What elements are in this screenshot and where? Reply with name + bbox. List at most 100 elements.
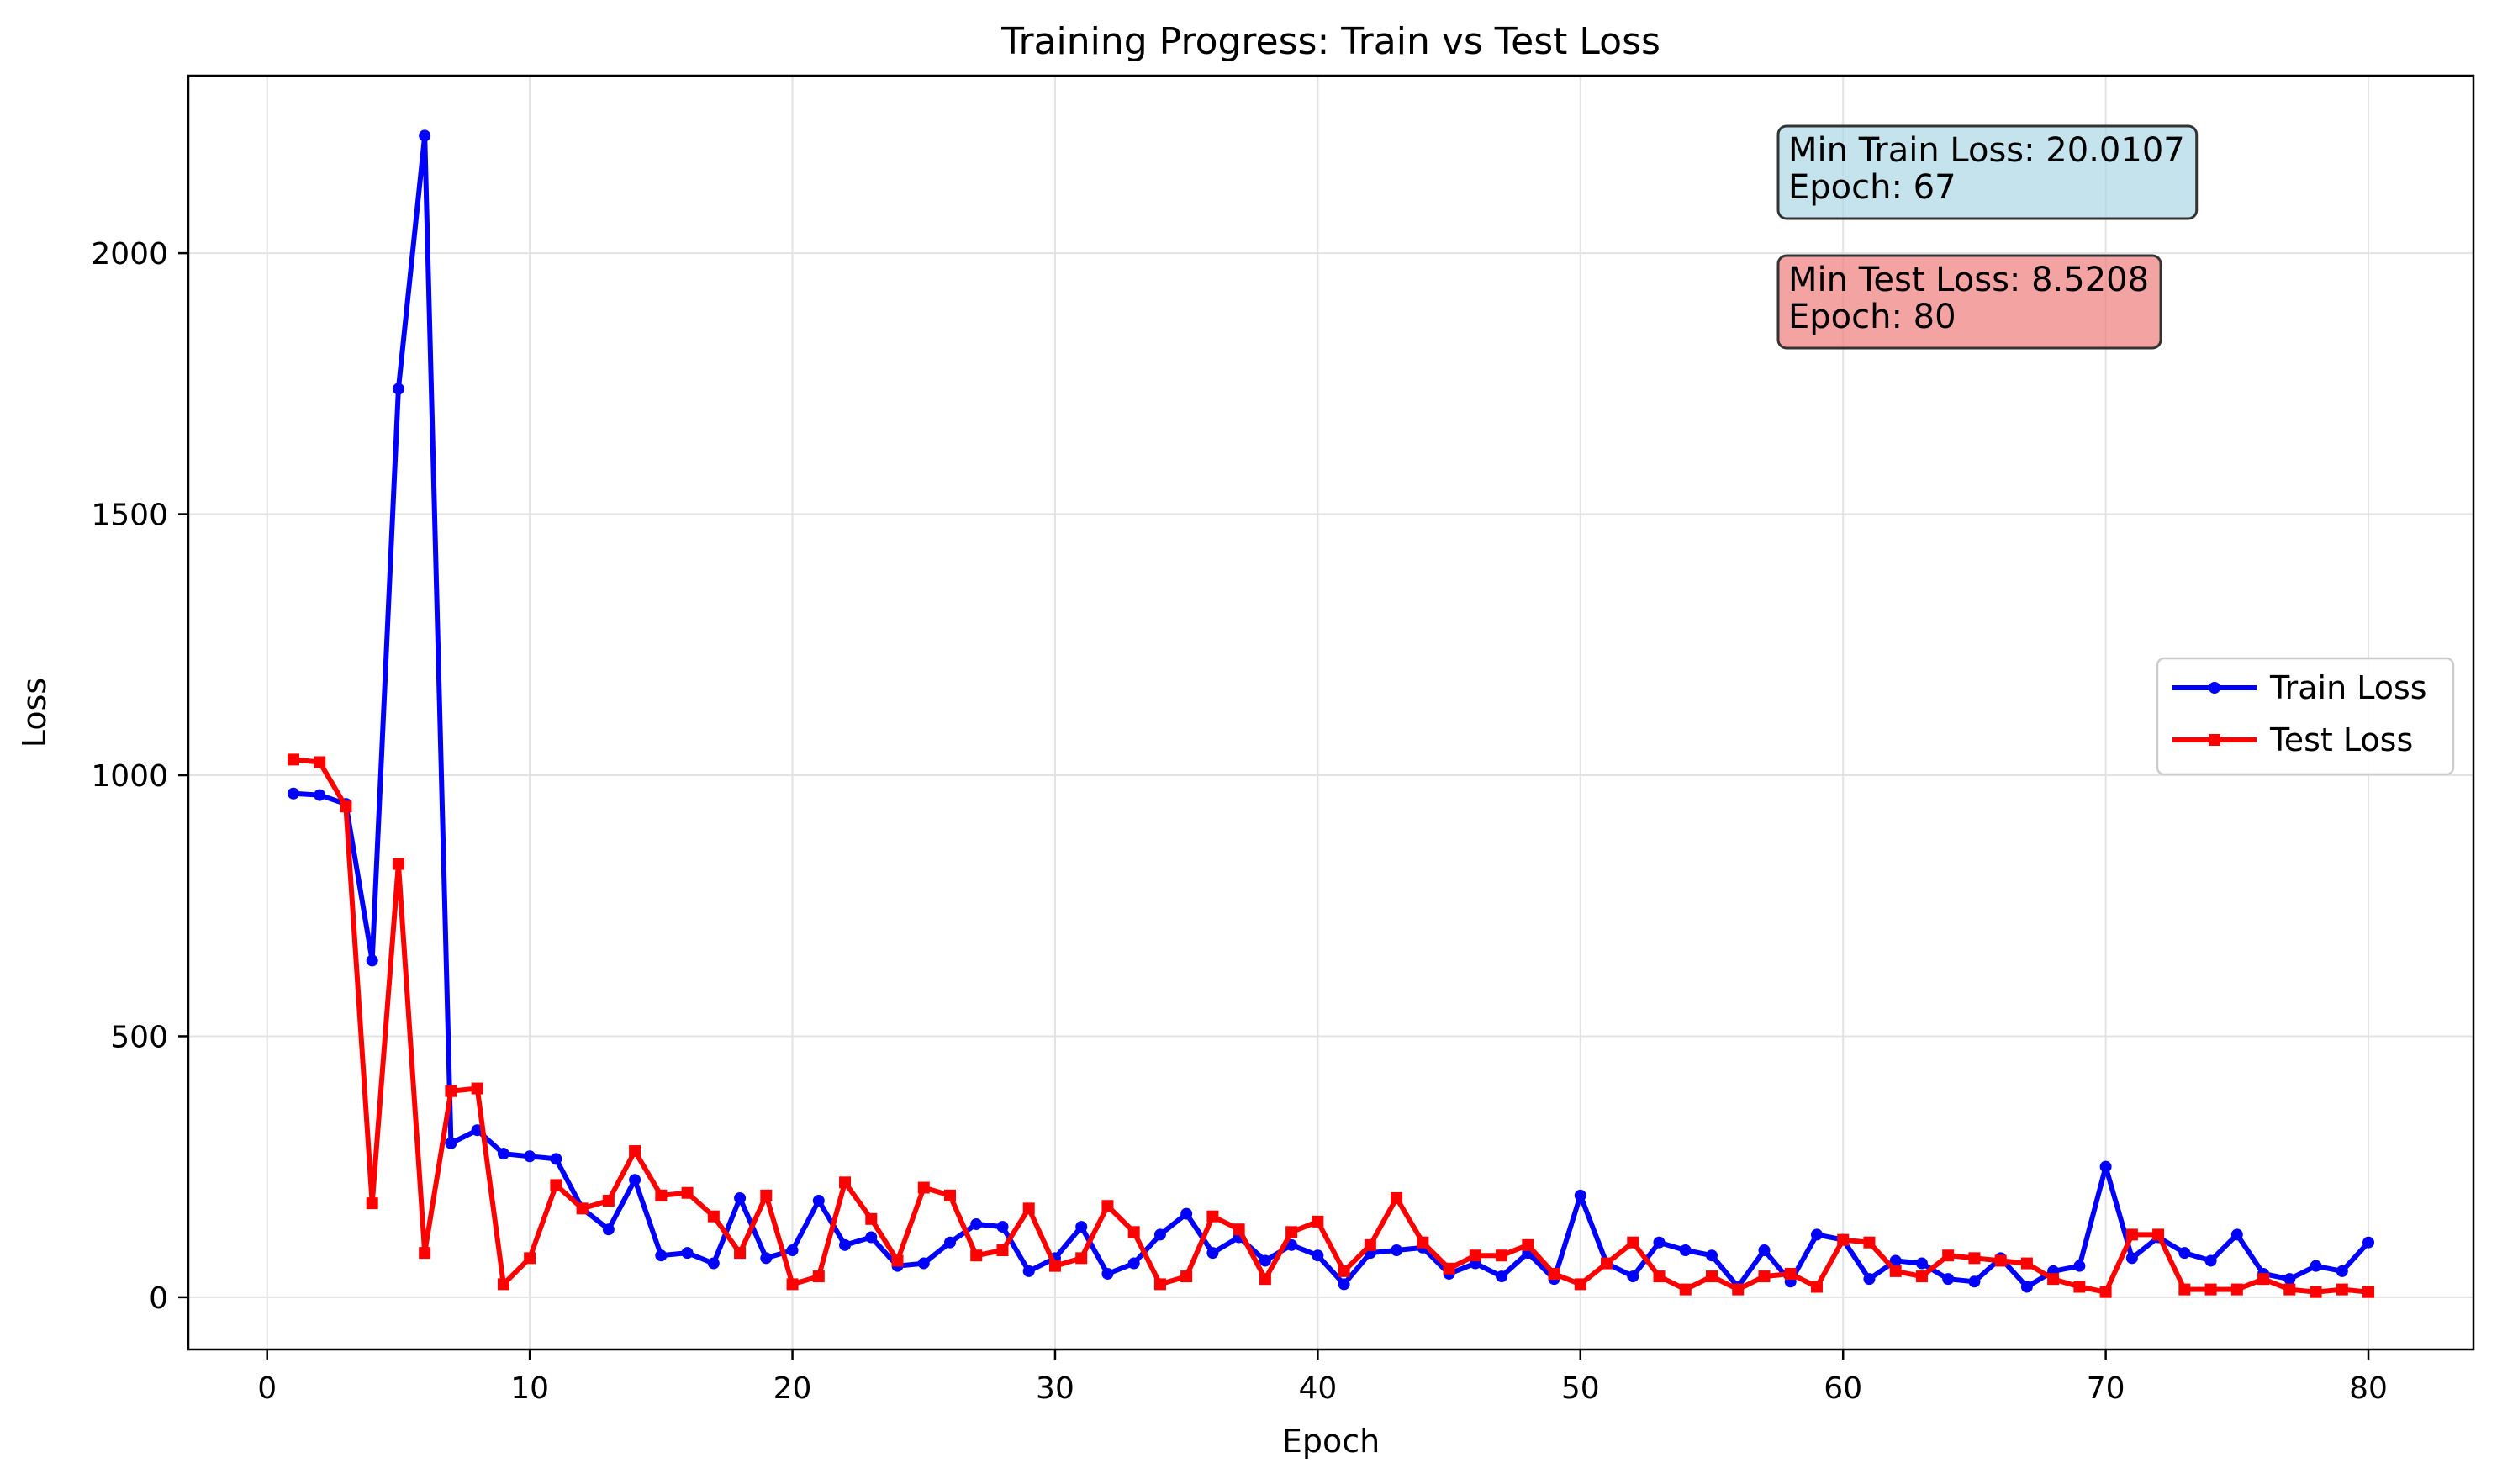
- data-point: [1522, 1238, 1534, 1251]
- data-point: [1364, 1238, 1376, 1251]
- data-point: [1206, 1210, 1219, 1223]
- data-point: [1127, 1257, 1140, 1270]
- data-point: [2362, 1286, 2375, 1298]
- data-point: [2310, 1286, 2322, 1298]
- y-tick-label: 1000: [91, 759, 168, 794]
- data-point: [2204, 1254, 2217, 1267]
- data-point: [1601, 1257, 1613, 1270]
- data-point: [1180, 1270, 1193, 1283]
- data-point: [524, 1150, 536, 1163]
- data-point: [2020, 1281, 2033, 1293]
- data-point: [1338, 1265, 1350, 1277]
- x-tick-label: 50: [1561, 1371, 1600, 1406]
- data-point: [655, 1249, 668, 1262]
- data-point: [1784, 1267, 1797, 1280]
- legend-item: Test Loss: [2172, 721, 2413, 758]
- annotation-line: Epoch: 67: [1788, 168, 1956, 207]
- series-line: [293, 133, 2371, 1290]
- data-point: [550, 1179, 562, 1191]
- data-point: [314, 789, 326, 801]
- legend-marker: [2209, 734, 2220, 746]
- data-point: [2020, 1257, 2033, 1270]
- data-point: [1312, 1249, 1324, 1262]
- data-point: [944, 1189, 956, 1201]
- data-point: [2257, 1273, 2270, 1286]
- annotation-box: [1776, 124, 2199, 220]
- data-point: [1915, 1270, 1928, 1283]
- data-point: [1653, 1236, 1666, 1249]
- data-point: [891, 1254, 904, 1267]
- x-tick-label: 80: [2349, 1371, 2388, 1406]
- data-point: [1548, 1267, 1560, 1280]
- data-point: [1048, 1260, 1061, 1272]
- data-point: [1469, 1249, 1481, 1262]
- data-point: [1968, 1252, 1981, 1265]
- data-point: [1732, 1283, 1745, 1296]
- data-point: [1915, 1257, 1928, 1270]
- data-point: [2178, 1247, 2191, 1260]
- data-point: [366, 1197, 378, 1210]
- data-point: [917, 1181, 930, 1194]
- data-point: [1496, 1270, 1508, 1283]
- data-point: [681, 1186, 694, 1199]
- plot-frame: [187, 74, 2475, 1351]
- data-point: [2362, 1236, 2375, 1249]
- tick-layer: 0 10 20 30 40 50 60 70 80 0 500 1000 1500 2000: [91, 237, 2388, 1406]
- annotation-line: Min Test Loss: 8.5208: [1788, 261, 2149, 299]
- data-point: [1627, 1236, 1639, 1249]
- data-point: [655, 1189, 668, 1201]
- data-point: [707, 1210, 720, 1223]
- data-point: [1496, 1249, 1508, 1262]
- data-point: [1259, 1273, 1271, 1286]
- data-point: [2230, 1283, 2243, 1296]
- data-point: [445, 1137, 457, 1149]
- data-point: [2336, 1283, 2348, 1296]
- data-point: [786, 1278, 799, 1291]
- data-point: [1706, 1249, 1718, 1262]
- x-tick-label: 60: [1824, 1371, 1862, 1406]
- data-point: [1758, 1244, 1771, 1257]
- data-point: [2099, 1286, 2112, 1298]
- data-point: [1942, 1249, 1955, 1262]
- data-point: [681, 1247, 694, 1260]
- data-point: [314, 756, 326, 768]
- data-point: [1391, 1191, 1403, 1204]
- data-point: [2178, 1283, 2191, 1296]
- data-point: [497, 1278, 509, 1291]
- data-point: [392, 383, 404, 395]
- data-point: [1889, 1254, 1902, 1267]
- data-point: [1653, 1270, 1666, 1283]
- data-point: [996, 1221, 1009, 1233]
- data-point: [1889, 1265, 1902, 1277]
- data-point: [287, 787, 299, 800]
- legend-label: Test Loss: [2269, 721, 2413, 758]
- data-point: [812, 1270, 825, 1283]
- x-tick-label: 40: [1298, 1371, 1337, 1406]
- data-point: [287, 753, 299, 766]
- data-point: [1863, 1273, 1876, 1286]
- data-point: [2047, 1273, 2060, 1286]
- data-point: [1075, 1221, 1088, 1233]
- y-tick-label: 500: [110, 1020, 168, 1054]
- x-tick-label: 10: [510, 1371, 549, 1406]
- data-point: [1942, 1273, 1955, 1286]
- legend: Train Loss Test Loss: [2156, 657, 2455, 776]
- annotation-line: Epoch: 80: [1788, 298, 1956, 336]
- data-point: [1153, 1278, 1166, 1291]
- data-point: [471, 1082, 483, 1095]
- data-point: [839, 1176, 852, 1189]
- data-point: [1075, 1252, 1088, 1265]
- data-point: [1206, 1247, 1219, 1260]
- series-layer: [287, 129, 2375, 1298]
- data-point: [576, 1202, 589, 1215]
- data-point: [970, 1217, 983, 1230]
- data-point: [1101, 1267, 1114, 1280]
- legend-label: Train Loss: [2269, 669, 2427, 706]
- data-point: [392, 858, 404, 870]
- annotation-box: [1776, 254, 2162, 350]
